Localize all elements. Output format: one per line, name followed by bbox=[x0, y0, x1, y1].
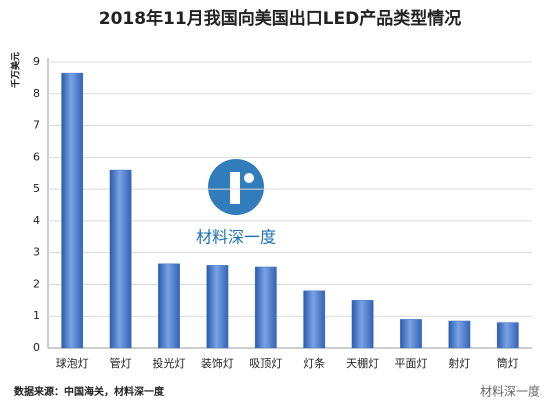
watermark: 材料深一度 bbox=[196, 228, 276, 247]
x-tick-label: 平面灯 bbox=[395, 357, 428, 370]
x-tick-label: 吸顶灯 bbox=[249, 357, 282, 370]
chart-title: 2018年11月我国向美国出口LED产品类型情况 bbox=[99, 8, 462, 29]
x-tick-label: 筒灯 bbox=[497, 356, 519, 370]
y-tick-label: 9 bbox=[33, 55, 40, 68]
x-tick-label: 管灯 bbox=[110, 356, 132, 370]
x-tick-label: 球泡灯 bbox=[56, 356, 89, 370]
x-tick-label: 装饰灯 bbox=[201, 356, 234, 370]
x-tick-label: 投光灯 bbox=[153, 356, 186, 370]
bar bbox=[254, 266, 277, 349]
footer-watermark: 材料深一度 bbox=[480, 384, 540, 399]
source-note: 数据来源：中国海关，材料深一度 bbox=[14, 385, 165, 398]
bar bbox=[158, 263, 180, 349]
y-tick-label: 5 bbox=[33, 182, 40, 195]
y-tick-label: 1 bbox=[33, 309, 40, 322]
bar bbox=[496, 322, 519, 349]
x-tick-label: 灯条 bbox=[303, 356, 325, 370]
bar bbox=[206, 265, 229, 349]
y-tick-label: 0 bbox=[33, 341, 40, 354]
logo bbox=[208, 159, 264, 215]
bar bbox=[400, 319, 422, 349]
bar bbox=[109, 169, 132, 349]
x-tick-label: 天棚灯 bbox=[346, 356, 379, 370]
y-tick-label: 7 bbox=[33, 119, 40, 132]
y-tick-label: 8 bbox=[33, 87, 40, 100]
x-tick-label: 射灯 bbox=[448, 356, 470, 370]
bar bbox=[303, 290, 326, 349]
y-tick-label: 2 bbox=[33, 277, 40, 290]
bar bbox=[351, 300, 374, 349]
y-tick-label: 3 bbox=[33, 246, 40, 259]
bar bbox=[448, 320, 471, 349]
y-tick-label: 6 bbox=[33, 150, 40, 163]
bar bbox=[61, 72, 84, 349]
y-axis-label: 千万美元 bbox=[10, 52, 22, 88]
y-tick-label: 4 bbox=[33, 214, 40, 227]
